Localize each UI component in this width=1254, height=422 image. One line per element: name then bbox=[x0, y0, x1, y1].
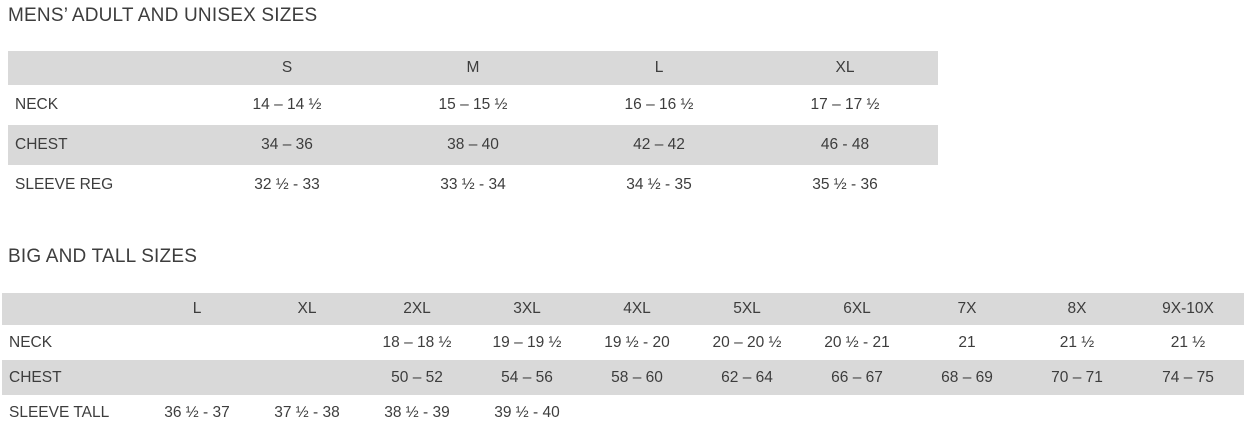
row-label-chest: CHEST bbox=[8, 125, 194, 165]
size-value: 16 – 16 ½ bbox=[624, 96, 694, 113]
size-value bbox=[142, 360, 252, 395]
size-value bbox=[582, 395, 692, 422]
column-header-m: M bbox=[380, 51, 566, 85]
column-header-l: L bbox=[142, 293, 252, 325]
column-header-8x: 8X bbox=[1022, 293, 1132, 325]
size-value: 50 – 52 bbox=[362, 360, 472, 395]
size-value: 68 – 69 bbox=[912, 360, 1022, 395]
column-header-7x: 7X bbox=[912, 293, 1022, 325]
blank-header-cell bbox=[2, 293, 142, 325]
column-header-3xl: 3XL bbox=[472, 293, 582, 325]
size-value: 39 ½ - 40 bbox=[494, 403, 560, 421]
row-label-neck: NECK bbox=[15, 96, 59, 113]
table-row-chest: CHEST 34 – 36 38 – 40 42 – 42 46 - 48 bbox=[8, 125, 938, 165]
size-value bbox=[802, 395, 912, 422]
size-value: 37 ½ - 38 bbox=[274, 403, 340, 421]
size-value bbox=[252, 360, 362, 395]
column-header-l: L bbox=[566, 51, 752, 85]
column-header-xl: XL bbox=[752, 51, 938, 85]
size-value: 70 – 71 bbox=[1022, 360, 1132, 395]
column-header-xl: XL bbox=[252, 293, 362, 325]
mens-adult-unisex-title: MENS’ ADULT AND UNISEX SIZES bbox=[8, 5, 318, 26]
size-value: 15 – 15 ½ bbox=[438, 96, 508, 113]
size-value bbox=[912, 395, 1022, 422]
row-label-sleeve-tall: SLEEVE TALL bbox=[9, 403, 110, 421]
size-value: 38 – 40 bbox=[380, 125, 566, 165]
mens-adult-unisex-table: S M L XL NECK 14 – 14 ½ 15 – 15 ½ 16 – 1… bbox=[8, 51, 938, 205]
size-value: 54 – 56 bbox=[472, 360, 582, 395]
size-value bbox=[142, 325, 252, 360]
table-row-neck: NECK 18 – 18 ½ 19 – 19 ½ 19 ½ - 20 20 – … bbox=[2, 325, 1244, 360]
table-header-row: L XL 2XL 3XL 4XL 5XL 6XL 7X 8X 9X-10X bbox=[2, 293, 1244, 325]
column-header-5xl: 5XL bbox=[692, 293, 802, 325]
row-label-neck: NECK bbox=[9, 333, 53, 351]
size-value bbox=[252, 325, 362, 360]
size-value: 20 – 20 ½ bbox=[712, 333, 782, 351]
table-row-sleeve-tall: SLEEVE TALL 36 ½ - 37 37 ½ - 38 38 ½ - 3… bbox=[2, 395, 1244, 422]
size-value: 35 ½ - 36 bbox=[812, 176, 878, 193]
size-value: 20 ½ - 21 bbox=[824, 333, 890, 351]
column-header-4xl: 4XL bbox=[582, 293, 692, 325]
row-label-sleeve-reg: SLEEVE REG bbox=[15, 176, 114, 193]
size-value: 21 bbox=[958, 333, 976, 351]
column-header-s: S bbox=[194, 51, 380, 85]
size-value: 74 – 75 bbox=[1132, 360, 1244, 395]
size-value: 58 – 60 bbox=[582, 360, 692, 395]
big-and-tall-title: BIG AND TALL SIZES bbox=[8, 246, 198, 267]
size-value: 46 - 48 bbox=[752, 125, 938, 165]
table-header-row: S M L XL bbox=[8, 51, 938, 85]
size-value: 66 – 67 bbox=[802, 360, 912, 395]
size-value: 62 – 64 bbox=[692, 360, 802, 395]
size-value bbox=[692, 395, 802, 422]
column-header-6xl: 6XL bbox=[802, 293, 912, 325]
size-value: 34 – 36 bbox=[194, 125, 380, 165]
size-value: 21 ½ bbox=[1059, 333, 1095, 351]
size-value: 17 – 17 ½ bbox=[810, 96, 880, 113]
column-header-2xl: 2XL bbox=[362, 293, 472, 325]
table-row-sleeve-reg: SLEEVE REG 32 ½ - 33 33 ½ - 34 34 ½ - 35… bbox=[8, 165, 938, 205]
size-value: 33 ½ - 34 bbox=[440, 176, 506, 193]
size-value: 32 ½ - 33 bbox=[254, 176, 320, 193]
size-value: 21 ½ bbox=[1170, 333, 1206, 351]
size-value: 34 ½ - 35 bbox=[626, 176, 692, 193]
size-value: 36 ½ - 37 bbox=[164, 403, 230, 421]
size-value: 19 ½ - 20 bbox=[604, 333, 670, 351]
row-label-chest: CHEST bbox=[2, 360, 142, 395]
table-row-neck: NECK 14 – 14 ½ 15 – 15 ½ 16 – 16 ½ 17 – … bbox=[8, 85, 938, 125]
size-value: 18 – 18 ½ bbox=[382, 333, 452, 351]
size-value bbox=[1132, 395, 1244, 422]
size-value: 19 – 19 ½ bbox=[492, 333, 562, 351]
big-and-tall-table: L XL 2XL 3XL 4XL 5XL 6XL 7X 8X 9X-10X NE… bbox=[2, 293, 1244, 422]
size-value bbox=[1022, 395, 1132, 422]
blank-header-cell bbox=[8, 51, 194, 85]
size-value: 14 – 14 ½ bbox=[252, 96, 322, 113]
size-value: 38 ½ - 39 bbox=[384, 403, 450, 421]
table-row-chest: CHEST 50 – 52 54 – 56 58 – 60 62 – 64 66… bbox=[2, 360, 1244, 395]
column-header-9x-10x: 9X-10X bbox=[1132, 293, 1244, 325]
size-value: 42 – 42 bbox=[566, 125, 752, 165]
